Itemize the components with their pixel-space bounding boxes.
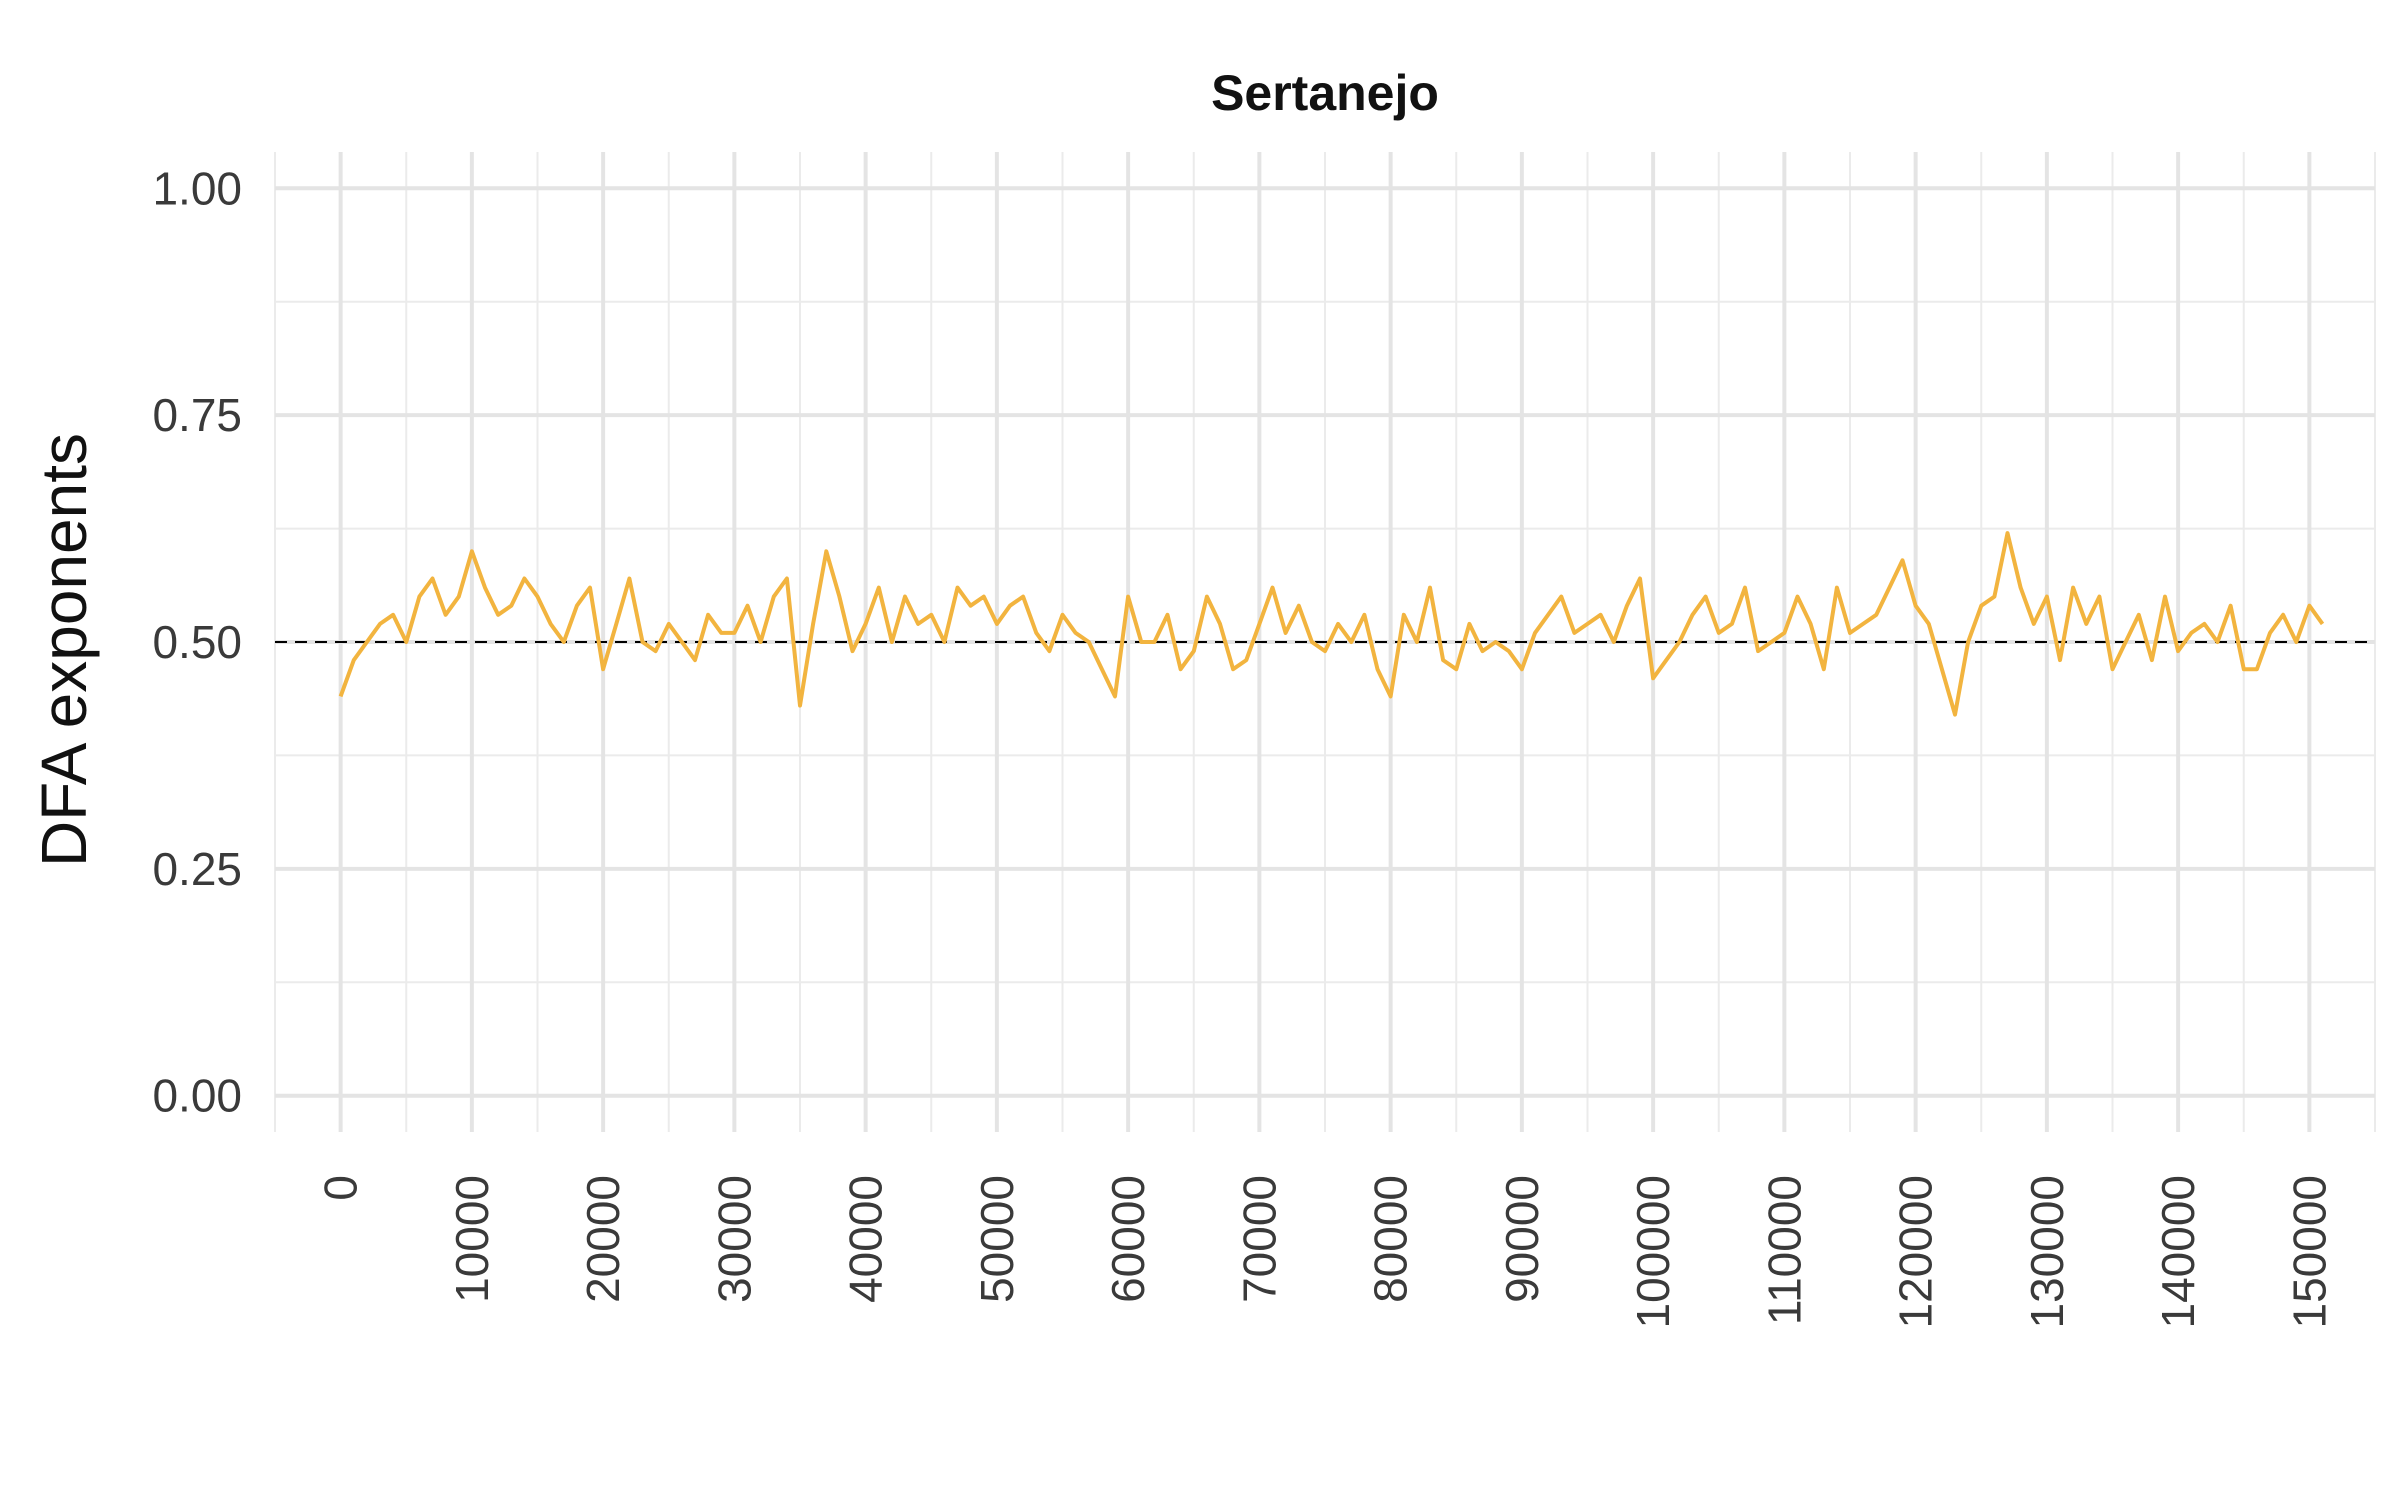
x-tick-label: 150000 — [2283, 1175, 2335, 1329]
x-tick-label: 40000 — [840, 1175, 892, 1303]
y-axis-label: DFA exponents — [28, 433, 100, 867]
y-tick-labels: 0.00 0.25 0.50 0.75 1.00 — [152, 162, 242, 1121]
y-tick-label: 0.25 — [152, 843, 242, 895]
x-tick-label: 100000 — [1627, 1175, 1679, 1329]
x-tick-label: 110000 — [1758, 1175, 1810, 1325]
chart-title: Sertanejo — [1211, 65, 1439, 121]
x-tick-label: 50000 — [971, 1175, 1023, 1303]
x-tick-label: 140000 — [2152, 1175, 2204, 1329]
x-tick-label: 60000 — [1102, 1175, 1154, 1303]
series-line — [338, 531, 2325, 717]
x-tick-label: 30000 — [708, 1175, 760, 1303]
x-tick-label: 10000 — [446, 1175, 498, 1303]
x-tick-label: 120000 — [1890, 1175, 1942, 1329]
y-tick-label: 0.50 — [152, 616, 242, 668]
x-tick-label: 0 — [315, 1175, 367, 1201]
y-tick-label: 1.00 — [152, 162, 242, 214]
x-tick-labels: 0 10000 20000 30000 40000 50000 60000 70000 8000… — [315, 1175, 2336, 1329]
x-tick-label: 130000 — [2021, 1175, 2073, 1329]
x-tick-label: 90000 — [1496, 1175, 1548, 1303]
x-tick-label: 80000 — [1365, 1175, 1417, 1303]
x-tick-label: 20000 — [577, 1175, 629, 1303]
x-tick-label: 70000 — [1233, 1175, 1285, 1303]
y-tick-label: 0.75 — [152, 389, 242, 441]
y-tick-label: 0.00 — [152, 1070, 242, 1122]
